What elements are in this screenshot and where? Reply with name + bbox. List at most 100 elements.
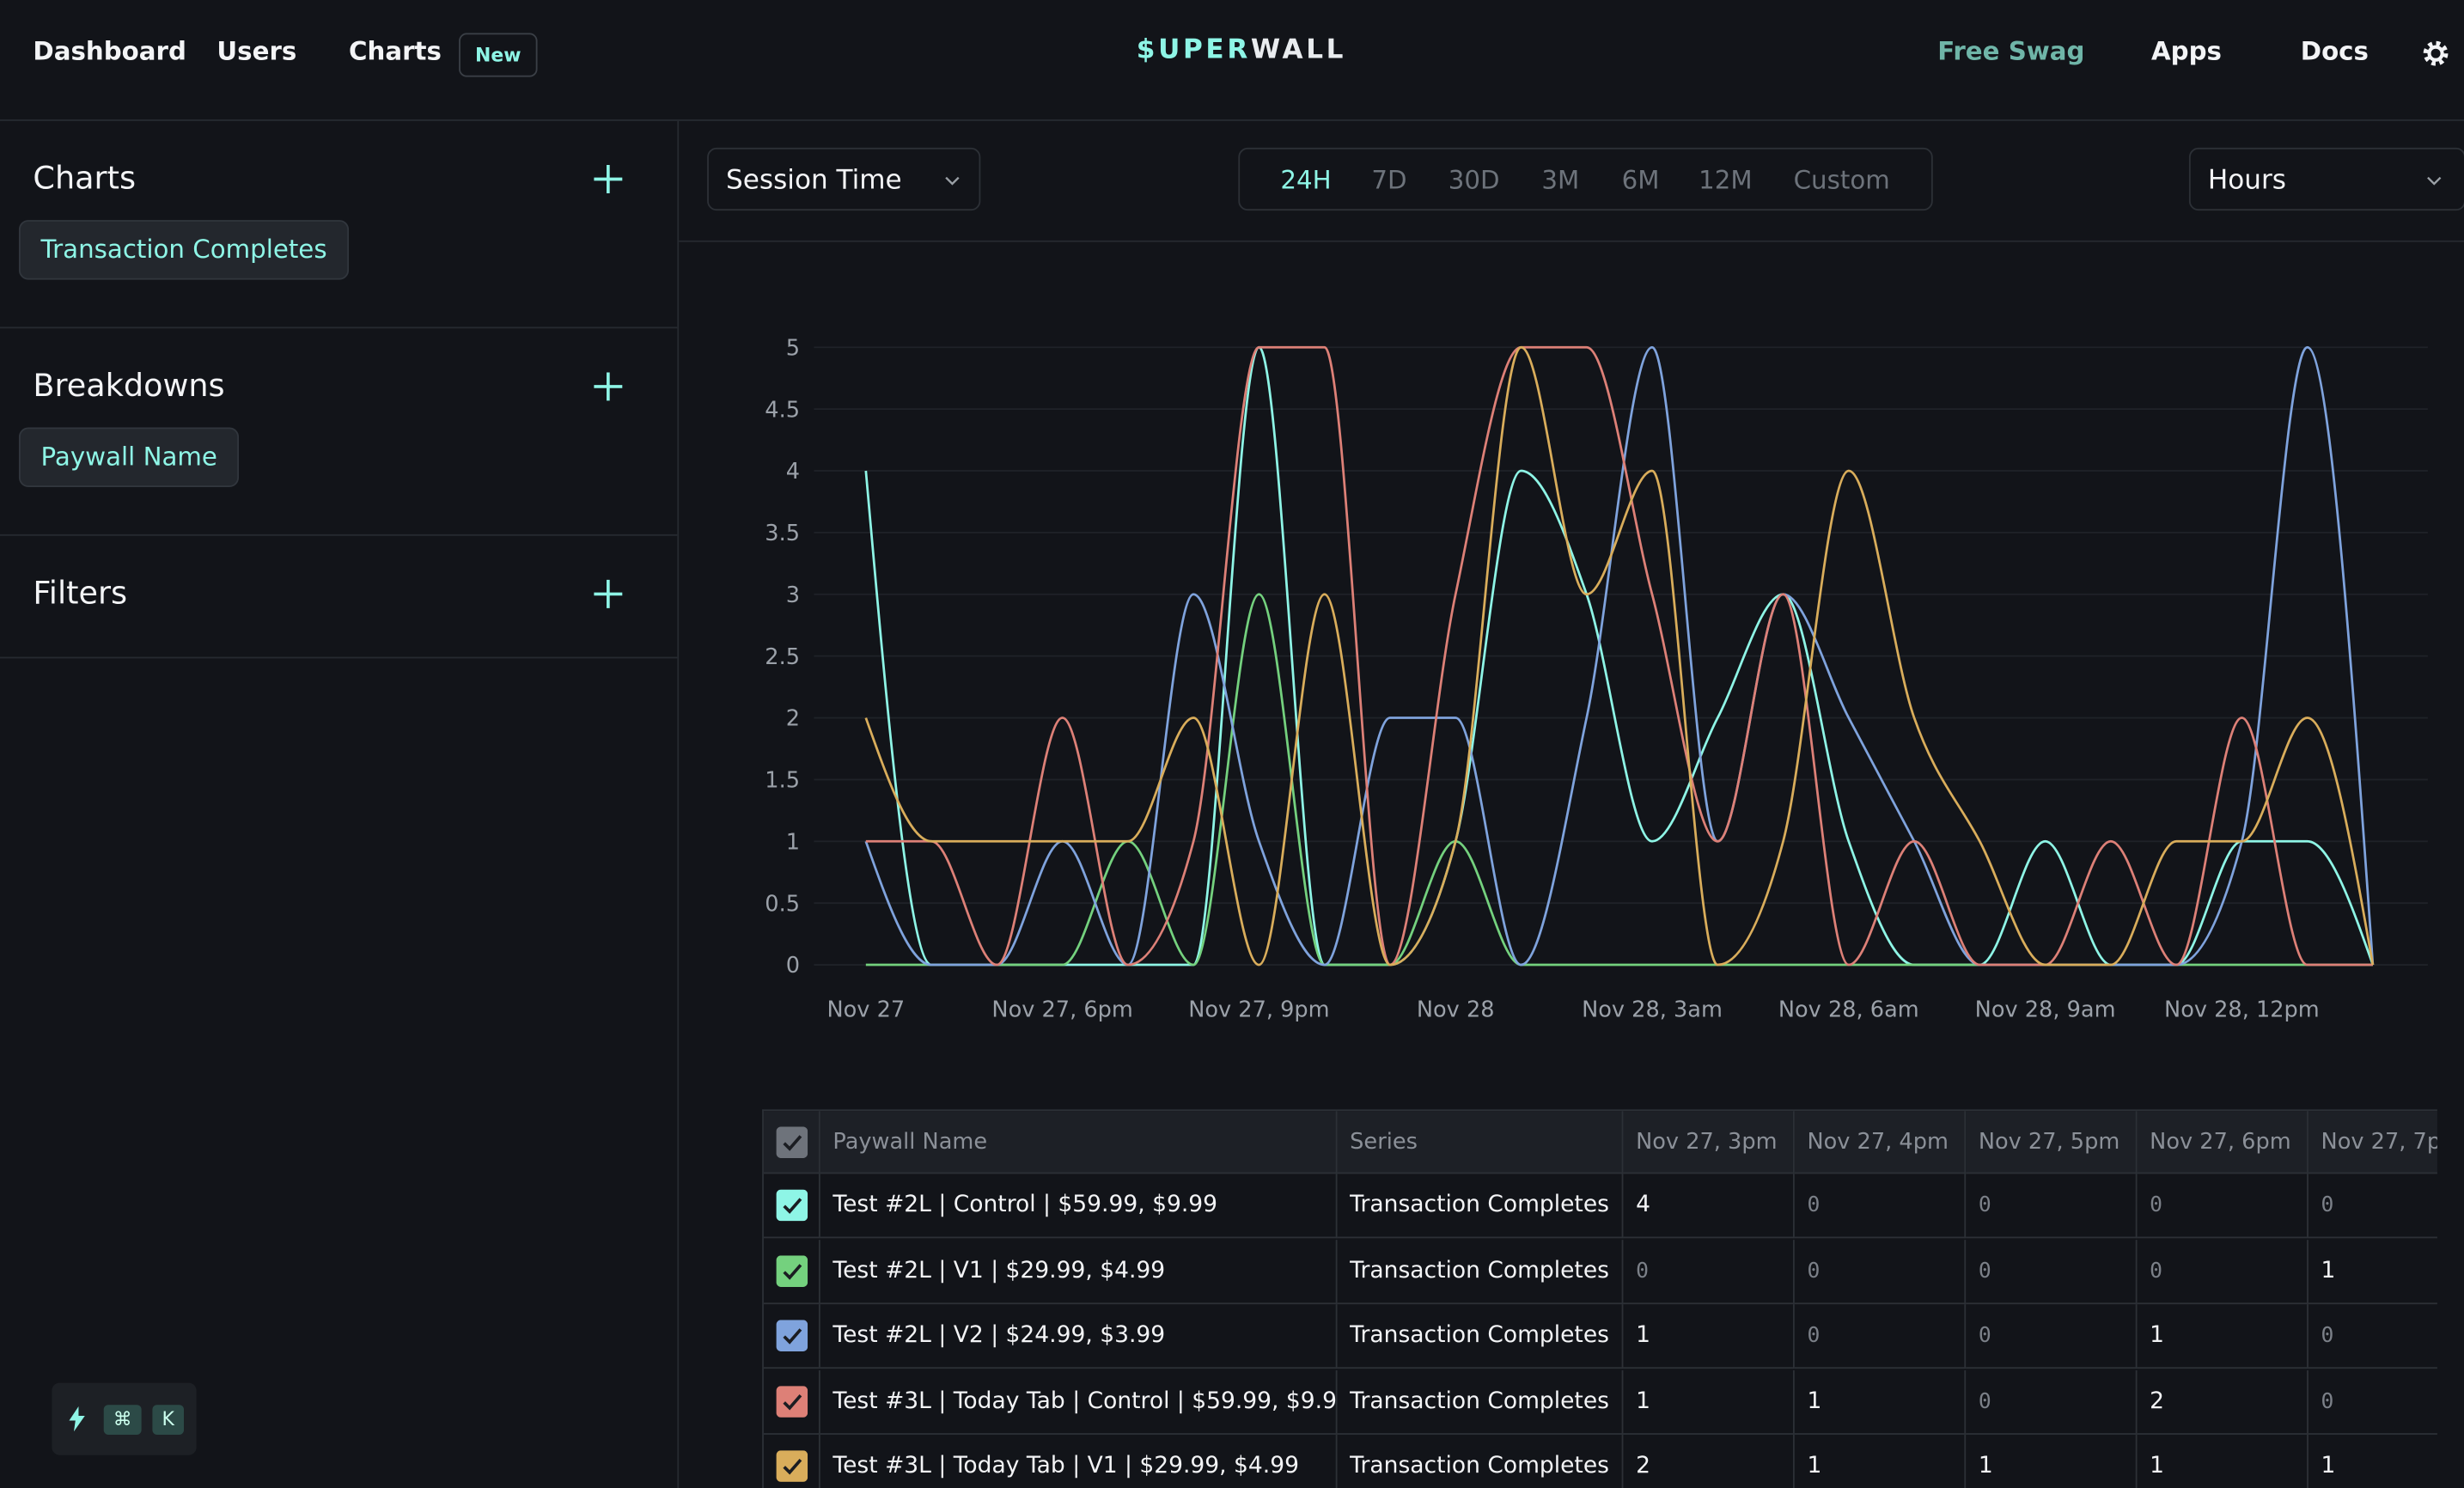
interval-dropdown[interactable]: Hours bbox=[2188, 147, 2464, 211]
header-cell bbox=[763, 1111, 820, 1174]
paywall-name: Test #2L | V2 | $24.99, $3.99 bbox=[820, 1304, 1338, 1369]
chip[interactable]: Transaction Completes bbox=[18, 220, 350, 280]
section-title: Breakdowns bbox=[33, 366, 225, 405]
data-table: Paywall Name Series Nov 27, 3pm Nov 27, 4pm… bbox=[762, 1109, 2437, 1488]
checkbox-box bbox=[776, 1320, 808, 1352]
checkbox-box bbox=[776, 1189, 808, 1222]
add-button[interactable] bbox=[591, 369, 625, 404]
range-option[interactable]: 3M bbox=[1541, 165, 1580, 195]
checkbox[interactable] bbox=[776, 1320, 808, 1352]
x-tick-label: Nov 27 bbox=[826, 997, 905, 1022]
series-line bbox=[865, 345, 2373, 967]
nav-link[interactable]: Users bbox=[217, 36, 297, 66]
header-cell: Nov 27, 4pm bbox=[1794, 1111, 1967, 1174]
checkbox[interactable] bbox=[776, 1126, 808, 1159]
range-option[interactable]: 6M bbox=[1621, 165, 1660, 195]
x-tick-label: Nov 27, 9pm bbox=[1188, 997, 1329, 1022]
key: K bbox=[152, 1405, 185, 1435]
chip[interactable]: Paywall Name bbox=[18, 427, 240, 488]
value-cell: 1 bbox=[1794, 1369, 1967, 1435]
range-option[interactable]: Custom bbox=[1793, 165, 1890, 195]
checkbox-box bbox=[776, 1450, 808, 1482]
checkmark bbox=[783, 1135, 802, 1151]
series-line bbox=[864, 345, 2375, 967]
x-tick-label: Nov 28, 12pm bbox=[2164, 997, 2320, 1022]
y-tick-label: 1 bbox=[786, 829, 800, 855]
x-tick-label: Nov 28, 6am bbox=[1778, 997, 1919, 1022]
value-cell: 0 bbox=[2308, 1304, 2437, 1369]
nav-link[interactable]: Free Swag bbox=[1937, 36, 2085, 66]
value-cell: 1 bbox=[1795, 1434, 1967, 1488]
checkbox[interactable] bbox=[776, 1450, 808, 1482]
y-tick-label: 0.5 bbox=[765, 891, 800, 917]
value-cell: 2 bbox=[1623, 1434, 1795, 1488]
header-cell: Series bbox=[1337, 1111, 1624, 1174]
checkbox[interactable] bbox=[776, 1385, 808, 1417]
checkmark bbox=[783, 1198, 802, 1214]
value-cell: 0 bbox=[1794, 1174, 1967, 1239]
series-name: Transaction Completes bbox=[1337, 1239, 1624, 1304]
series-line bbox=[864, 345, 2375, 967]
settings-icon[interactable] bbox=[2422, 40, 2450, 68]
nav-link[interactable]: Apps bbox=[2151, 36, 2222, 66]
checkbox-box bbox=[776, 1385, 808, 1417]
range-selector: 24H 7D 30D 3M 6M 12M Custom bbox=[1238, 147, 1933, 211]
x-tick-label: Nov 28, 9am bbox=[1975, 997, 2116, 1022]
section: Charts Transaction Completes bbox=[0, 121, 678, 329]
range-option[interactable]: 12M bbox=[1699, 165, 1753, 195]
logo-part: WALL bbox=[1250, 34, 1347, 66]
series-name: Transaction Completes bbox=[1337, 1369, 1624, 1435]
range-option[interactable]: 7D bbox=[1371, 165, 1407, 195]
value-cell: 0 bbox=[2137, 1239, 2308, 1304]
nav-link[interactable]: Charts bbox=[349, 36, 442, 66]
checkbox[interactable] bbox=[776, 1189, 808, 1222]
series-name: Transaction Completes bbox=[1337, 1174, 1624, 1239]
logo[interactable]: $UPERWALL bbox=[1084, 34, 1399, 66]
shortcut-hint[interactable]: ⌘ K bbox=[52, 1382, 197, 1455]
nav-link[interactable]: Dashboard bbox=[33, 36, 186, 66]
y-tick-label: 2 bbox=[786, 706, 800, 732]
value-cell: 1 bbox=[2308, 1239, 2437, 1304]
toolbar: Session Time 24H 7D 30D 3M 6M 12M Custom Hours bbox=[679, 121, 2464, 242]
y-tick-label: 3.5 bbox=[765, 521, 800, 546]
value-cell: 1 bbox=[1966, 1434, 2138, 1488]
value-cell: 0 bbox=[2308, 1369, 2437, 1435]
cell bbox=[763, 1174, 820, 1239]
range-option[interactable]: 24H bbox=[1280, 165, 1332, 195]
checkmark bbox=[783, 1393, 802, 1410]
checkmark bbox=[783, 1263, 802, 1279]
dropdown-value: Hours bbox=[2207, 165, 2286, 197]
series-name: Transaction Completes bbox=[1337, 1304, 1624, 1369]
series-name: Transaction Completes bbox=[1338, 1434, 1624, 1488]
cell bbox=[763, 1369, 820, 1435]
add-button[interactable] bbox=[591, 576, 625, 611]
header-cell: Nov 27, 7pm bbox=[2308, 1111, 2437, 1174]
metric-dropdown[interactable]: Session Time bbox=[707, 147, 981, 211]
value-cell: 1 bbox=[1623, 1304, 1795, 1369]
y-tick-label: 5 bbox=[786, 335, 800, 361]
cell bbox=[764, 1434, 820, 1488]
value-cell: 2 bbox=[2137, 1369, 2308, 1435]
chevron bbox=[2427, 176, 2442, 186]
x-tick-label: Nov 28 bbox=[1417, 997, 1495, 1022]
y-tick-label: 4 bbox=[786, 459, 800, 485]
paywall-name: Test #2L | Control | $59.99, $9.99 bbox=[820, 1174, 1338, 1239]
x-tick-label: Nov 27, 6pm bbox=[991, 997, 1132, 1022]
range-option[interactable]: 30D bbox=[1448, 165, 1500, 195]
y-tick-label: 2.5 bbox=[765, 644, 800, 670]
y-tick-label: 0 bbox=[786, 953, 800, 979]
bolt-icon bbox=[69, 1406, 85, 1432]
checkbox[interactable] bbox=[776, 1254, 808, 1287]
nav-link[interactable]: Docs bbox=[2300, 36, 2369, 66]
sidebar: Charts Transaction Completes Breakdowns … bbox=[0, 120, 680, 1488]
logo-part: $UPER bbox=[1136, 34, 1251, 66]
value-cell: 0 bbox=[1966, 1174, 2138, 1239]
header-cell: Paywall Name bbox=[820, 1111, 1338, 1174]
cell bbox=[763, 1304, 820, 1369]
top-nav: Dashboard Users Charts New $UPERWALL Fre… bbox=[0, 0, 2464, 121]
section: Breakdowns Paywall Name bbox=[0, 328, 678, 536]
value-cell: 0 bbox=[2308, 1174, 2437, 1239]
x-tick-label: Nov 28, 3am bbox=[1582, 997, 1723, 1022]
add-button[interactable] bbox=[591, 162, 625, 196]
value-cell: 0 bbox=[1623, 1239, 1795, 1304]
